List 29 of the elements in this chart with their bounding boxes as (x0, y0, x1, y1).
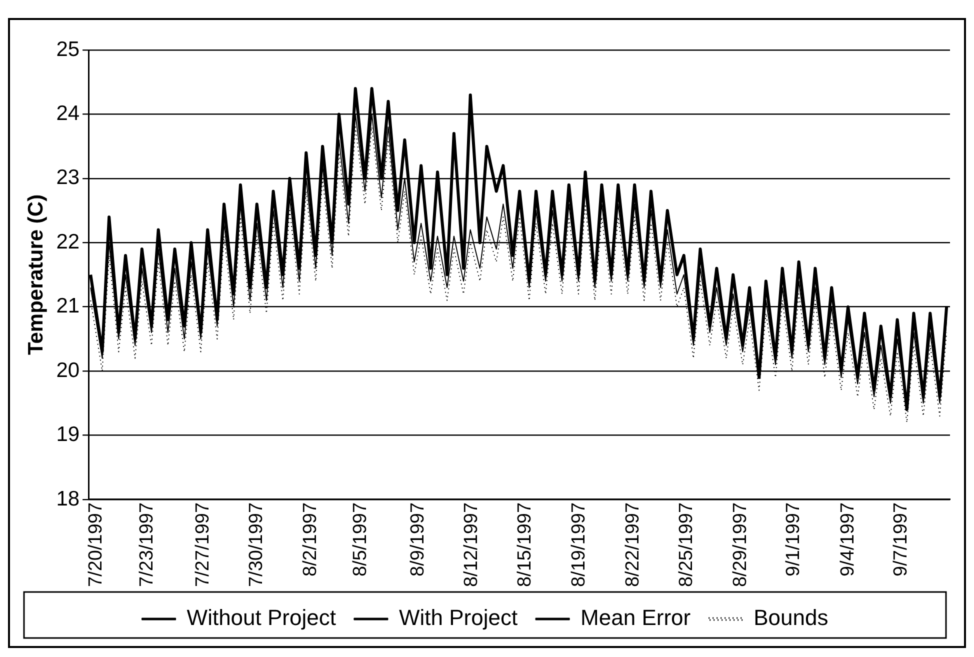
y-tick-label: 25 (56, 38, 80, 61)
x-tick-label: 8/15/1997 (514, 502, 536, 588)
x-tick-label: 8/12/1997 (460, 502, 482, 588)
x-tick-label: 7/30/1997 (246, 502, 268, 588)
x-tick-label: 7/20/1997 (85, 502, 106, 588)
x-tick-label: 7/23/1997 (136, 502, 158, 588)
y-tick-label: 18 (56, 487, 80, 510)
y-tick-label: 23 (56, 166, 80, 190)
x-tick-label: 7/27/1997 (192, 502, 214, 588)
x-tick-label: 8/9/1997 (408, 502, 429, 576)
y-tick-label: 21 (56, 294, 80, 318)
x-tick-label: 8/5/1997 (350, 502, 372, 576)
x-tick-label: 8/22/1997 (622, 502, 644, 588)
x-tick-label: 8/25/1997 (676, 502, 697, 588)
y-tick-label: 19 (56, 423, 80, 446)
x-tick-label: 9/1/1997 (783, 502, 804, 576)
y-axis-title: Temperature (C) (24, 194, 48, 356)
x-tick-label: 8/2/1997 (300, 502, 322, 576)
y-tick-label: 22 (56, 230, 80, 254)
x-tick-label: 9/7/1997 (890, 502, 912, 576)
legend-label: Bounds (754, 605, 828, 630)
x-tick-label: 9/4/1997 (837, 502, 858, 576)
legend-label: Without Project (186, 605, 336, 630)
legend-label: With Project (398, 605, 518, 630)
x-tick-label: 8/29/1997 (730, 502, 751, 588)
legend-label: Mean Error (580, 605, 691, 630)
x-tick-label: 8/19/1997 (568, 502, 590, 588)
y-tick-label: 20 (56, 358, 80, 382)
y-tick-label: 24 (56, 102, 80, 126)
